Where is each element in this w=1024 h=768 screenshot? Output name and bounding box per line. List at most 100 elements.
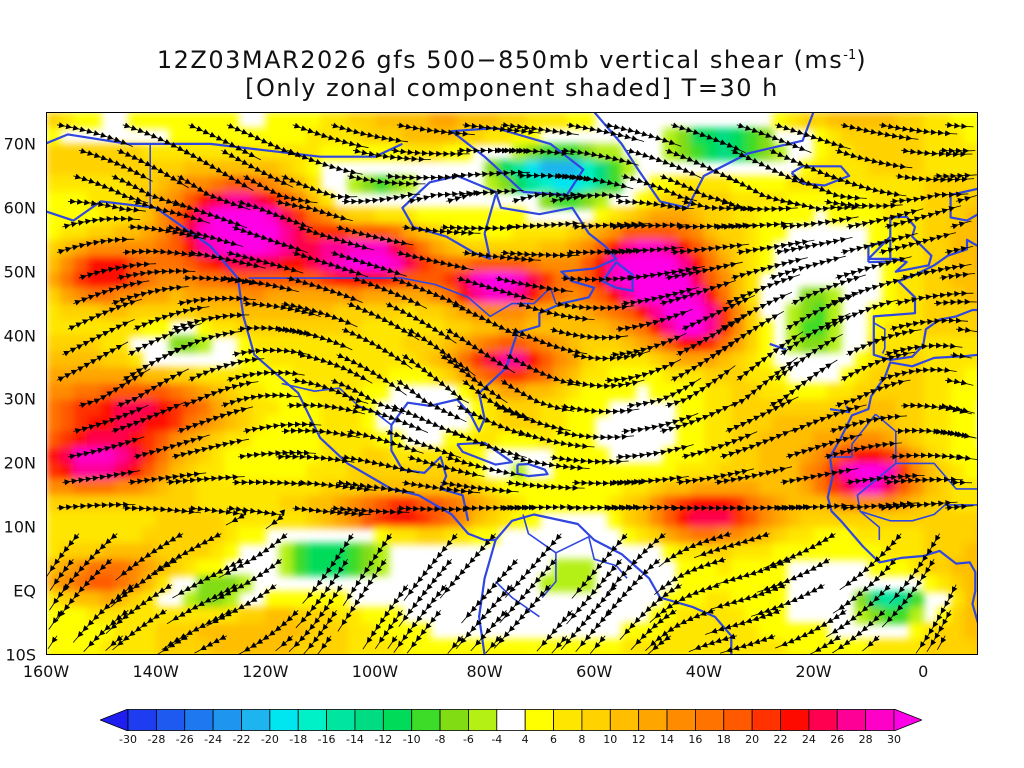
streamline xyxy=(396,505,476,513)
streamline xyxy=(605,245,684,256)
streamline xyxy=(341,454,420,474)
coastline xyxy=(478,539,497,655)
streamline xyxy=(506,220,585,230)
lat-label: 10S xyxy=(5,645,36,665)
colorbar-swatch xyxy=(496,709,526,731)
streamline xyxy=(939,147,976,154)
streamline xyxy=(221,275,299,293)
streamline xyxy=(945,121,974,130)
colorbar-label: 24 xyxy=(801,733,816,746)
streamline-layer xyxy=(46,121,978,655)
streamline xyxy=(714,466,793,486)
colorbar-swatch xyxy=(326,709,356,731)
colorbar-label: -14 xyxy=(345,733,364,746)
streamline xyxy=(440,479,519,495)
streamline xyxy=(226,122,301,158)
streamline xyxy=(232,479,311,487)
streamline xyxy=(956,326,978,333)
streamline xyxy=(406,610,442,654)
streamline xyxy=(347,173,426,187)
colorbar-label: 26 xyxy=(830,733,845,746)
colorbar-label: 8 xyxy=(578,733,586,746)
streamline xyxy=(447,635,464,654)
streamline xyxy=(616,444,694,460)
streamline xyxy=(561,147,639,166)
streamline xyxy=(555,172,634,190)
streamline xyxy=(775,122,851,150)
streamline xyxy=(49,584,69,611)
colorbar-label: 12 xyxy=(631,733,646,746)
streamline xyxy=(194,634,228,654)
chart-title-line2: [Only zonal component shaded] T=30 h xyxy=(245,74,779,102)
colorbar-label: 10 xyxy=(603,733,618,746)
colorbar-label: 16 xyxy=(688,733,703,746)
lon-label: 20W xyxy=(795,662,832,681)
streamline xyxy=(840,122,919,141)
chart-title-line1: 12Z03MAR2026 gfs 500−850mb vertical shea… xyxy=(0,46,1024,74)
streamline xyxy=(714,221,794,230)
streamline xyxy=(177,406,254,434)
colorbar-swatch xyxy=(241,709,271,731)
streamline xyxy=(884,476,964,486)
streamline xyxy=(67,436,145,460)
lat-label: 10N xyxy=(3,517,36,537)
streamline xyxy=(461,558,518,624)
streamline xyxy=(616,198,695,212)
lon-label: 160W xyxy=(22,662,70,681)
streamline xyxy=(56,341,129,383)
streamline xyxy=(275,635,293,652)
streamline xyxy=(791,174,867,201)
streamline xyxy=(243,421,322,434)
streamline xyxy=(610,475,689,486)
streamline xyxy=(292,122,369,149)
colorbar-swatch xyxy=(155,709,186,731)
streamline xyxy=(879,366,957,383)
streamline xyxy=(791,404,867,434)
colorbar-min-arrow xyxy=(100,709,129,731)
streamline xyxy=(281,427,360,439)
streamline xyxy=(934,428,977,439)
streamline xyxy=(704,608,781,635)
colorbar-swatch xyxy=(808,709,838,731)
colorbar-swatch xyxy=(184,709,214,731)
colorbar-label: -12 xyxy=(374,733,393,746)
streamline xyxy=(890,317,969,332)
lon-label: 0 xyxy=(918,662,929,681)
streamline xyxy=(78,261,157,281)
streamline xyxy=(287,148,363,175)
colorbar-swatch xyxy=(865,709,895,731)
streamline xyxy=(561,403,640,415)
country-border xyxy=(895,462,978,490)
lat-label: EQ xyxy=(13,581,36,601)
streamline xyxy=(171,199,248,229)
streamline xyxy=(536,610,573,652)
streamline xyxy=(670,122,746,154)
streamline xyxy=(605,359,682,384)
streamline xyxy=(188,356,265,383)
colorbar-swatch xyxy=(354,709,384,731)
streamline xyxy=(610,222,690,230)
streamline xyxy=(117,267,196,281)
streamline xyxy=(385,173,465,181)
streamline xyxy=(939,403,975,414)
colorbar-swatch xyxy=(581,709,611,731)
colorbar-swatch xyxy=(695,709,725,731)
streamline xyxy=(391,147,470,157)
streamline xyxy=(111,284,189,306)
streamline xyxy=(156,634,189,655)
streamline xyxy=(500,122,579,136)
colorbar-label: 14 xyxy=(660,733,675,746)
colorbar-swatch xyxy=(836,709,867,731)
streamline xyxy=(336,479,415,494)
streamline xyxy=(226,505,286,530)
streamline xyxy=(226,369,305,383)
streamline xyxy=(331,505,410,516)
streamline xyxy=(550,454,629,465)
lon-label: 40W xyxy=(685,662,722,681)
streamline xyxy=(73,279,150,306)
streamline xyxy=(846,472,925,486)
streamline xyxy=(605,122,682,147)
streamline xyxy=(934,172,977,180)
streamline xyxy=(832,610,886,654)
streamline xyxy=(451,429,527,458)
